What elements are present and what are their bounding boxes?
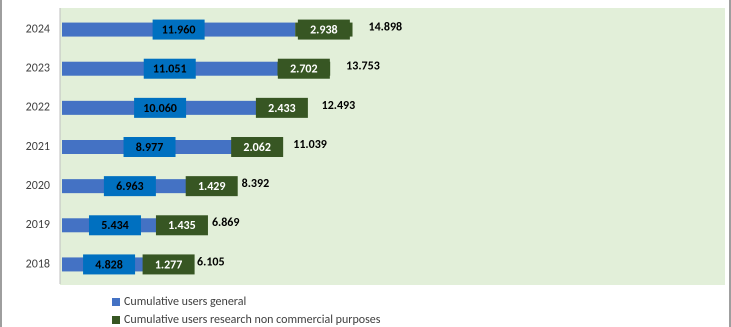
- legend-label: Cumulative users general: [124, 295, 246, 309]
- value-label: 2.062: [243, 141, 271, 155]
- legend-label: Cumulative users research non commercial…: [124, 313, 381, 327]
- value-label-box: [231, 137, 284, 157]
- value-label-box: [155, 215, 208, 236]
- y-tick-label: 2023: [26, 62, 50, 76]
- value-label: 1.277: [155, 258, 183, 272]
- value-label: 2.938: [310, 23, 338, 37]
- y-tick-label: 2020: [26, 179, 50, 193]
- value-label: 4.828: [95, 258, 123, 272]
- value-label-box: [88, 215, 141, 236]
- total-label: 8.392: [242, 177, 270, 191]
- value-label-box: [297, 19, 350, 40]
- y-tick-label: 2024: [26, 22, 50, 36]
- value-label-box: [123, 137, 176, 157]
- total-label: 13.753: [346, 60, 380, 74]
- value-label: 6.963: [116, 180, 144, 194]
- value-label-box: [103, 176, 156, 197]
- value-label: 8.977: [136, 141, 164, 155]
- legend-swatch: [112, 316, 120, 324]
- value-label-box: [134, 97, 187, 118]
- value-label: 1.435: [168, 219, 196, 233]
- total-label: 14.898: [369, 20, 403, 34]
- value-label: 5.434: [101, 219, 129, 233]
- legend-swatch: [112, 298, 120, 306]
- value-label-box: [142, 254, 195, 275]
- y-tick-label: 2022: [26, 101, 50, 115]
- total-label: 11.039: [293, 138, 327, 152]
- value-label: 1.429: [198, 180, 226, 194]
- value-label-box: [277, 58, 330, 79]
- y-tick-label: 2021: [26, 140, 50, 154]
- value-label: 11.960: [162, 23, 196, 37]
- total-label: 6.105: [197, 255, 225, 269]
- value-label-box: [185, 176, 238, 197]
- value-label: 11.051: [153, 63, 187, 77]
- value-label: 10.060: [143, 102, 177, 116]
- value-label: 2.433: [268, 102, 296, 116]
- value-label-box: [255, 97, 308, 118]
- total-label: 12.493: [322, 99, 356, 113]
- value-label-box: [83, 254, 136, 275]
- value-label-box: [152, 19, 205, 40]
- total-label: 6.869: [212, 216, 240, 230]
- y-tick-label: 2019: [26, 218, 50, 232]
- y-tick-label: 2018: [26, 257, 50, 271]
- value-label: 2.702: [290, 63, 318, 77]
- value-label-box: [143, 58, 196, 79]
